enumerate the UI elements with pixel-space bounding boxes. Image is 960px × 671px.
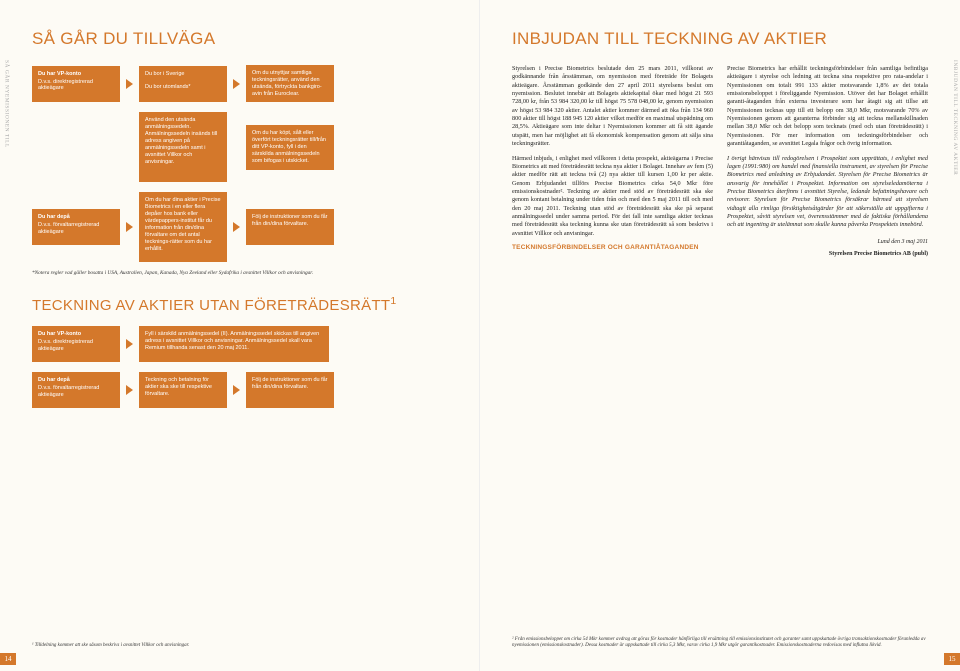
footnote-1: ¹ Tilldelning kommer att ske såsom beskr… (32, 643, 447, 649)
flowchart-2: Du har VP-kontoD.v.s. direktregistrerad … (32, 326, 447, 408)
footnote-2: ² Från emissionsbeloppet om cirka 54 Mkr… (512, 637, 928, 650)
flow2-row1: Du har VP-kontoD.v.s. direktregistrerad … (32, 326, 447, 362)
arrow-right-icon (126, 339, 133, 349)
flow-box: Om du utnyttjar samtliga teckningsrätter… (246, 65, 334, 103)
flow-box: Om du har köpt, sålt eller överfört teck… (246, 125, 334, 169)
body-text: Styrelsen i Precise Biometrics beslutade… (512, 65, 928, 258)
side-tab-right: INBJUDAN TILL TECKNING AV AKTIER (951, 60, 958, 175)
flowchart-1: Du har VP-kontoD.v.s. direktregistrerad … (32, 65, 447, 263)
page-left: SÅ GÅR NYEMISSIONEN TILL SÅ GÅR DU TILLV… (0, 0, 480, 671)
arrow-right-icon (233, 222, 240, 232)
arrow-right-icon (233, 385, 240, 395)
footnote-star: *Notera regler vad gäller bosatta i USA,… (32, 270, 447, 277)
flow-box: Teckning och betalning för aktier ska sk… (139, 372, 227, 408)
flow-box: Om du har dina aktier i Precise Biometri… (139, 192, 227, 262)
flow1-row1: Du har VP-kontoD.v.s. direktregistrerad … (32, 65, 447, 103)
flow-box: Du har depåD.v.s. förvaltarregistrerad a… (32, 372, 120, 408)
flow-box: Följ de instruktioner som du får från di… (246, 209, 334, 245)
flow-box: Du har VP-kontoD.v.s. direktregistrerad … (32, 326, 120, 362)
flow1-row2: Använd den utsända anmälningssedeln. Anm… (32, 112, 447, 182)
left-h2: TECKNING AV AKTIER UTAN FÖRETRÄDESRÄTT1 (32, 294, 447, 316)
flow-box: Du har VP-kontoD.v.s. direktregistrerad … (32, 66, 120, 102)
sign-date: Lund den 3 maj 2011 (727, 238, 928, 246)
page-number-left: 14 (0, 653, 16, 665)
right-h1: INBJUDAN TILL TECKNING AV AKTIER (512, 28, 928, 51)
flow-box: Följ de instruktioner som du får från di… (246, 372, 334, 408)
page-number-right: 15 (944, 653, 960, 665)
paragraph-italic: I övrigt hänvisas till redogörelsen i Pr… (727, 155, 928, 230)
flow2-row2: Du har depåD.v.s. förvaltarregistrerad a… (32, 372, 447, 408)
flow-box: Fyll i särskild anmälningssedel (II). An… (139, 326, 329, 362)
paragraph: Precise Biometrics har erhållit teckning… (727, 65, 928, 149)
paragraph: Härmed inbjuds, i enlighet med villkoren… (512, 155, 713, 239)
page-right: INBJUDAN TILL TECKNING AV AKTIER INBJUDA… (480, 0, 960, 671)
left-h1: SÅ GÅR DU TILLVÄGA (32, 28, 447, 51)
flow-box: Du bor i Sverige Du bor utomlands* (139, 66, 227, 102)
arrow-right-icon (126, 79, 133, 89)
paragraph: Styrelsen i Precise Biometrics beslutade… (512, 65, 713, 149)
arrow-right-icon (233, 79, 240, 89)
flow1-row3: Du har depåD.v.s. förvaltarregistrerad a… (32, 192, 447, 262)
flow-box: Du har depåD.v.s. förvaltarregistrerad a… (32, 209, 120, 245)
flow-box: Använd den utsända anmälningssedeln. Anm… (139, 112, 227, 182)
side-tab-left: SÅ GÅR NYEMISSIONEN TILL (2, 60, 9, 148)
subheading: TECKNINGSFÖRBINDELSER OCH GARANTIÅTAGAND… (512, 244, 713, 253)
arrow-right-icon (126, 385, 133, 395)
sign-company: Styrelsen Precise Biometrics AB (publ) (727, 250, 928, 258)
arrow-right-icon (126, 222, 133, 232)
signature-block: Lund den 3 maj 2011 Styrelsen Precise Bi… (727, 238, 928, 258)
